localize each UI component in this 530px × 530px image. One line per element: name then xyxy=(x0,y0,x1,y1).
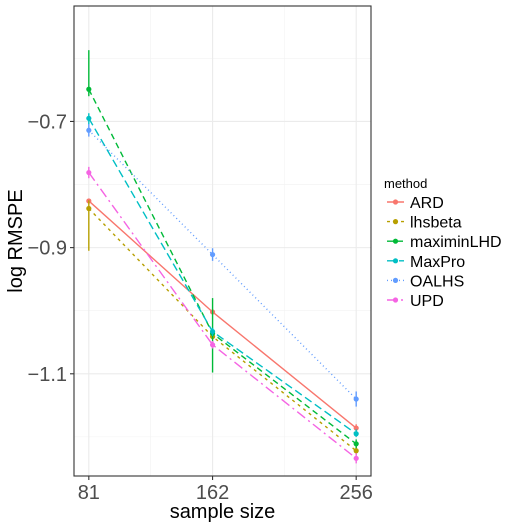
legend-item-lhsbeta: lhsbeta xyxy=(387,215,462,232)
data-point-upd xyxy=(86,169,92,176)
data-point-maxpro xyxy=(353,431,359,437)
grid-minor xyxy=(74,6,371,476)
x-tick-label: 81 xyxy=(78,482,100,504)
legend-label: maximinLHD xyxy=(410,234,502,251)
y-axis: −0.7 −0.9 −1.1 xyxy=(28,111,74,386)
legend-items: ARD lhsbeta maximinLHD MaxPro OALHS UPD xyxy=(387,195,502,310)
legend-title: method xyxy=(384,176,427,191)
legend-label: UPD xyxy=(410,293,444,310)
legend-item-upd: UPD xyxy=(387,293,444,310)
data-point-maxpro xyxy=(209,328,216,335)
legend-key-point xyxy=(392,297,399,303)
series-oalhs xyxy=(86,123,359,407)
legend-label: MaxPro xyxy=(410,254,465,271)
data-point-maximinlhd xyxy=(353,441,359,447)
data-point-maximinlhd xyxy=(86,86,92,92)
series-layer xyxy=(86,50,359,464)
y-axis-title: log RMSPE xyxy=(5,189,27,292)
legend-item-ard: ARD xyxy=(387,195,444,212)
legend-key-point xyxy=(392,219,399,225)
y-tick-label: −0.9 xyxy=(28,238,67,260)
x-tick-label: 256 xyxy=(339,482,372,504)
data-point-oalhs xyxy=(86,127,92,133)
legend-label: ARD xyxy=(410,195,444,212)
data-point-lhsbeta xyxy=(353,448,359,454)
legend-key-point xyxy=(392,277,399,283)
series-line-upd xyxy=(88,172,357,459)
legend-key-point xyxy=(392,199,399,205)
plot-border xyxy=(73,5,372,477)
legend-item-maximinlhd: maximinLHD xyxy=(387,234,502,251)
x-axis-title: sample size xyxy=(170,501,276,523)
series-upd xyxy=(86,166,359,464)
legend-key-point xyxy=(392,258,399,264)
legend-label: OALHS xyxy=(410,273,464,290)
legend-item-maxpro: MaxPro xyxy=(387,254,465,271)
data-point-maxpro xyxy=(86,115,92,121)
plot-background xyxy=(74,6,371,476)
data-point-oalhs xyxy=(209,251,216,258)
x-axis: 81 162 256 xyxy=(78,476,373,504)
series-maxpro xyxy=(86,113,359,437)
x-tick-label: 162 xyxy=(196,482,229,504)
y-tick-label: −1.1 xyxy=(28,364,67,386)
legend: method ARD lhsbeta maximinLHD MaxPro OALHS UP… xyxy=(384,176,502,310)
data-point-oalhs xyxy=(353,396,359,402)
data-point-upd xyxy=(209,342,216,348)
y-tick-label: −0.7 xyxy=(28,111,67,133)
legend-label: lhsbeta xyxy=(410,215,462,232)
data-point-lhsbeta xyxy=(86,205,92,212)
legend-item-oalhs: OALHS xyxy=(387,273,464,290)
legend-key-point xyxy=(392,238,399,244)
data-point-upd xyxy=(353,455,359,461)
data-point-ard xyxy=(353,425,359,431)
